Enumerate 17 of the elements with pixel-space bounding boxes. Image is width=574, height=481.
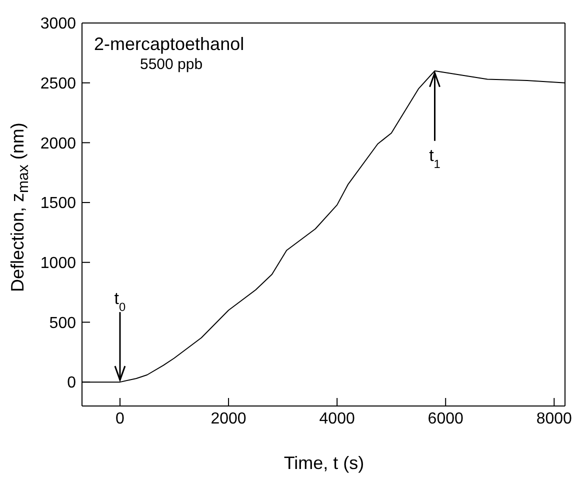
x-axis-title: Time, t (s) <box>282 453 366 474</box>
y-tick-label: 1500 <box>40 195 76 212</box>
x-tick-label: 8000 <box>536 410 572 428</box>
annotation: 5500 ppb <box>140 56 203 73</box>
y-tick-label: 1000 <box>40 255 76 272</box>
x-tick-label: 6000 <box>428 410 464 428</box>
annotation: 2-mercaptoethanol <box>94 34 244 55</box>
x-tick-label: 2000 <box>210 410 246 428</box>
x-tick-label: 4000 <box>319 410 355 428</box>
x-tick-label: 0 <box>116 410 125 428</box>
y-tick-label: 3000 <box>40 16 76 33</box>
y-tick-label: 0 <box>67 374 76 392</box>
y-tick-label: 2000 <box>40 135 76 152</box>
annotation: t$_{0}$ <box>114 289 126 314</box>
y-tick-label: 2500 <box>40 76 76 93</box>
annotation: t$_{1}$ <box>429 146 441 171</box>
y-tick-label: 500 <box>49 314 76 332</box>
